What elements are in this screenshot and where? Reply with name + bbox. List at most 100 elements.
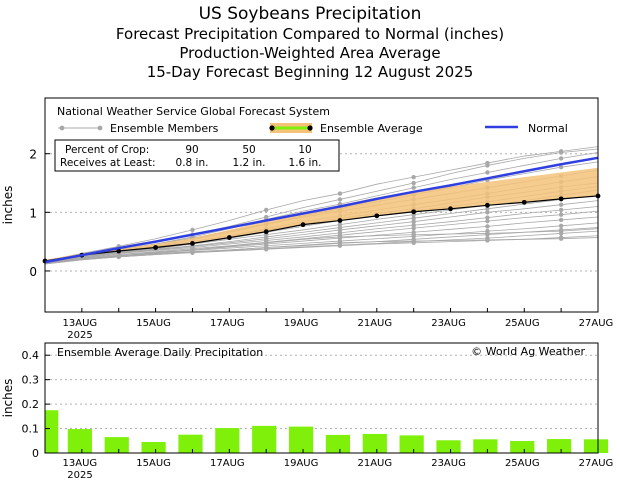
bottom-chart-title: Ensemble Average Daily Precipitation	[57, 346, 263, 359]
chart-subtitle-2: Production-Weighted Area Average	[179, 44, 441, 62]
ensemble-member-point	[485, 170, 490, 175]
daily-precip-bar	[215, 428, 240, 453]
bottom-y-axis-label: inches	[1, 379, 15, 418]
top-x-tick-label: 17AUG	[210, 318, 245, 329]
legend-members-marker	[97, 125, 103, 131]
bottom-x-tick-label: 25AUG	[505, 458, 540, 469]
bottom-x-tick-label: 13AUG	[63, 458, 98, 469]
ensemble-member-point	[337, 240, 343, 246]
ensemble-member-point	[337, 234, 343, 240]
ensemble-average-point	[337, 218, 343, 223]
ensemble-member-point	[411, 215, 416, 221]
crop-row2-value: 0.8 in.	[176, 157, 209, 169]
ensemble-member-point	[411, 180, 416, 186]
top-y-tick-label: 0	[29, 265, 37, 279]
legend-average-marker	[269, 125, 275, 131]
ensemble-member-line	[44, 237, 599, 265]
ensemble-member-line	[44, 216, 599, 264]
top-x-tick-label: 21AUG	[357, 318, 392, 329]
ensemble-member-line	[44, 230, 599, 264]
ensemble-member-point	[116, 254, 121, 260]
crop-row2-label: Receives at Least:	[60, 157, 156, 169]
legend-normal-label: Normal	[528, 122, 568, 135]
bottom-x-tick-label: 21AUG	[357, 458, 392, 469]
ensemble-member-point	[411, 219, 416, 224]
ensemble-member-point	[264, 245, 269, 250]
daily-precip-bar	[252, 425, 277, 453]
top-x-tick-label: 13AUG	[63, 318, 98, 329]
bottom-x-tick-label: 19AUG	[284, 458, 319, 469]
chart-title: US Soybeans Precipitation	[198, 4, 422, 24]
ensemble-average-point	[263, 229, 269, 235]
ensemble-average-point	[190, 241, 195, 246]
ensemble-member-point	[485, 160, 490, 166]
credit-label: © World Ag Weather	[471, 345, 585, 358]
ensemble-member-point	[485, 210, 490, 215]
ensemble-average-point	[374, 213, 380, 219]
daily-precip-bar	[67, 429, 92, 453]
ensemble-member-point	[411, 232, 416, 237]
ensemble-member-point	[558, 217, 564, 223]
legend-members-marker	[59, 125, 65, 131]
ensemble-member-line	[44, 228, 599, 264]
ensemble-average-point	[116, 248, 122, 254]
top-x-tick-label: 27AUG	[579, 318, 614, 329]
bottom-x-tick-label: 23AUG	[431, 458, 466, 469]
ensemble-member-point	[190, 249, 195, 255]
daily-precip-bars	[45, 410, 609, 453]
ensemble-member-point	[190, 227, 195, 233]
bottom-panel: 0 0.1 0.2 0.3 0.4 13AUG 15AUG 17AUG 19AUG 21AUG 23…	[1, 342, 614, 481]
ensemble-average-point	[411, 209, 417, 215]
top-axis-ticks: 0 1 2 13AUG 15AUG 17AUG 19AUG 21AUG 23AUG 25AUG 27…	[29, 148, 613, 329]
ensemble-member-point	[411, 174, 416, 180]
top-y-axis-label: inches	[1, 186, 15, 225]
ensemble-member-point	[485, 218, 490, 224]
bottom-axis-ticks: 0 0.1 0.2 0.3 0.4 13AUG 15AUG 17AUG 19AUG 21AUG 23…	[22, 349, 614, 469]
ensemble-member-point	[411, 225, 416, 231]
crop-row1-label: Percent of Crop:	[65, 144, 149, 156]
crop-percent-table	[54, 139, 340, 172]
top-x-tick-label: 23AUG	[431, 318, 466, 329]
bottom-gridlines	[45, 354, 598, 430]
bottom-y-tick-label: 0.1	[22, 423, 40, 436]
ensemble-member-point	[558, 212, 564, 217]
top-plot-background	[45, 98, 598, 312]
ensemble-average-points	[42, 193, 601, 264]
crop-row1-value: 90	[185, 144, 198, 156]
daily-precip-bar	[141, 442, 166, 453]
ensemble-average-point	[521, 199, 527, 205]
ensemble-average-point	[226, 235, 232, 240]
top-year-label: 2025	[67, 330, 92, 341]
ensemble-average-line	[44, 195, 599, 262]
chart-subtitle-3: 15-Day Forecast Beginning 12 August 2025	[146, 63, 474, 81]
bottom-x-tick-label: 15AUG	[136, 458, 171, 469]
daily-precip-bar	[436, 440, 461, 453]
ensemble-average-point	[485, 202, 490, 208]
ensemble-member-point	[558, 156, 564, 161]
ensemble-member-line	[44, 206, 599, 263]
legend-average-label: Ensemble Average	[320, 122, 423, 135]
ensemble-member-point	[411, 185, 416, 190]
daily-precip-bar	[399, 435, 424, 453]
top-y-tick-label: 2	[29, 148, 37, 162]
daily-precip-bar	[288, 426, 314, 453]
ensemble-member-line	[44, 194, 599, 263]
bottom-plot-frame	[44, 342, 599, 454]
ensemble-member-point	[558, 202, 564, 207]
ensemble-member-point	[558, 223, 564, 229]
legend-average-marker	[307, 125, 313, 131]
ensemble-member-point	[337, 191, 343, 196]
ensemble-member-point	[558, 228, 564, 234]
bottom-y-tick-label: 0.2	[22, 398, 40, 411]
legend-source-label: National Weather Service Global Forecast…	[57, 105, 330, 118]
daily-precip-bar	[45, 410, 59, 453]
ensemble-member-point	[485, 224, 490, 229]
ensemble-member-line	[44, 146, 599, 262]
daily-precip-bar	[473, 439, 498, 453]
crop-row1-value: 10	[298, 144, 311, 156]
crop-row2-value: 1.6 in.	[289, 157, 322, 169]
ensemble-member-point	[411, 238, 416, 244]
bottom-y-tick-label: 0.3	[22, 374, 40, 387]
bottom-year-label: 2025	[67, 470, 92, 481]
